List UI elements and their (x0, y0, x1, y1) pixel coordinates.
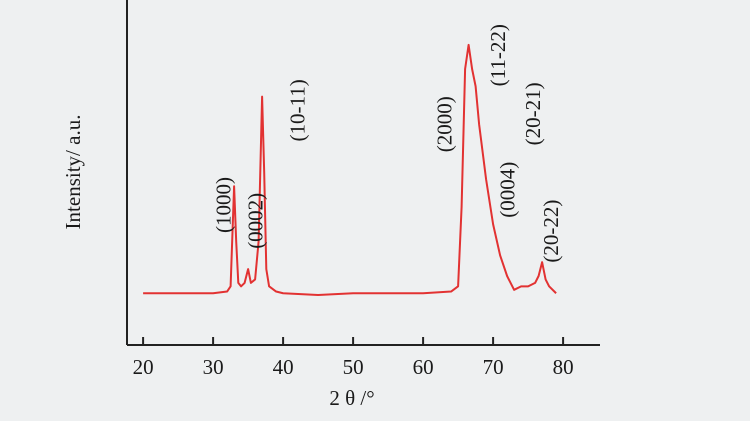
peak-label: (2000) (433, 96, 457, 152)
peak-label: (0004) (496, 162, 520, 218)
x-tick-label: 50 (343, 355, 364, 379)
peak-label: (20-21) (521, 82, 545, 145)
x-axis-label: 2 θ /° (329, 386, 374, 410)
data-line (143, 43, 557, 296)
x-tick-label: 70 (483, 355, 504, 379)
x-tick-label: 40 (273, 355, 294, 379)
peak-label: (1000) (212, 177, 236, 233)
peak-label: (11-22) (486, 24, 510, 86)
x-tick-label: 20 (133, 355, 154, 379)
peak-label: (10-11) (286, 79, 310, 141)
x-tick-label: 60 (413, 355, 434, 379)
peak-label: (0002) (244, 193, 268, 249)
peak-label: (20-22) (539, 200, 563, 263)
x-tick-label: 30 (203, 355, 224, 379)
y-axis-label: Intensity/ a.u. (61, 115, 85, 230)
x-tick-label: 80 (553, 355, 574, 379)
